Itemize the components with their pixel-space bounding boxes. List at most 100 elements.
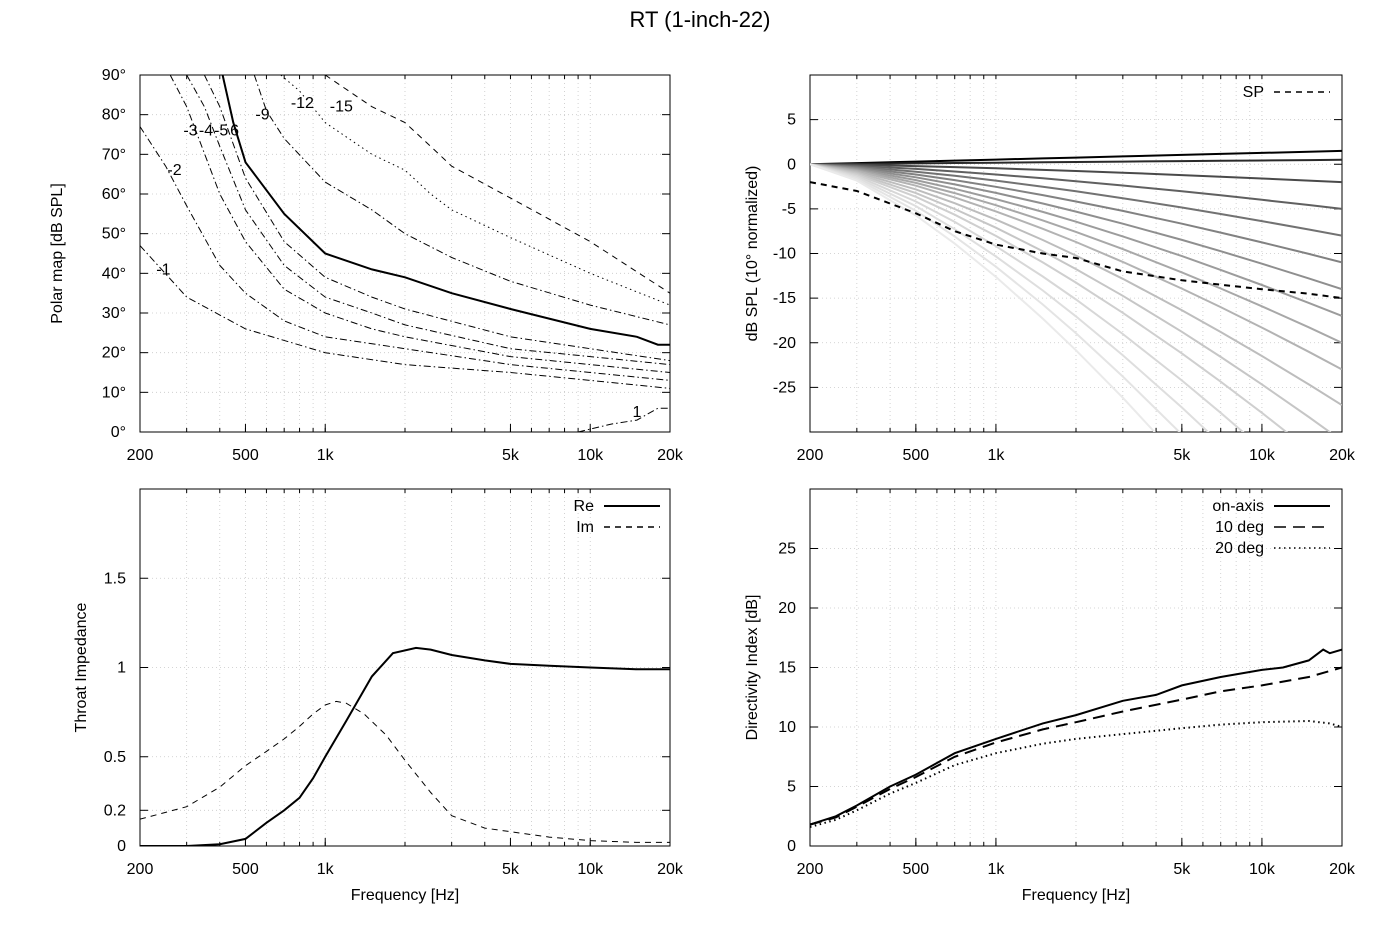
off-axis-response-line bbox=[810, 163, 1342, 407]
y-axis-label: dB SPL (10° normalized) bbox=[744, 166, 761, 342]
y-tick-label: -15 bbox=[773, 290, 796, 307]
directivity-index-chart: 200 500 1k 5k 10k 20k 0 5 10 15 20 25 Frequency [Hz]… bbox=[744, 488, 1356, 904]
y-tick-label: 60° bbox=[102, 186, 126, 203]
contour-line bbox=[577, 407, 670, 432]
y-tick-label: 1 bbox=[117, 660, 126, 677]
y-tick-label: 5 bbox=[787, 112, 796, 129]
y-tick-label: 0.2 bbox=[104, 802, 126, 819]
x-tick-label: 20k bbox=[1329, 861, 1356, 878]
y-tick-label: 80° bbox=[102, 107, 126, 124]
y-tick-label: 20 bbox=[778, 600, 796, 617]
y-tick-label: 25 bbox=[778, 541, 796, 558]
off-axis-response-line bbox=[810, 163, 1181, 432]
y-tick-label: 10° bbox=[102, 384, 126, 401]
y-tick-label: 15 bbox=[778, 660, 796, 677]
contour-label: -4 bbox=[199, 123, 213, 140]
off-axis-response-line bbox=[810, 163, 1342, 344]
x-tick-label: 5k bbox=[1173, 861, 1191, 878]
x-tick-label: 20k bbox=[657, 447, 684, 464]
x-tick-label: 5k bbox=[502, 861, 520, 878]
spl-normalized-chart: 200 500 1k 5k 10k 20k 5 0 -5 -10 -15 -20 -25 dB SPL (… bbox=[744, 74, 1356, 464]
off-axis-response-line bbox=[810, 163, 1342, 317]
directivity-index-line bbox=[810, 648, 1342, 826]
x-tick-label: 200 bbox=[797, 861, 824, 878]
x-tick-label: 10k bbox=[577, 861, 604, 878]
re-impedance-line bbox=[140, 646, 670, 846]
legend-label: Im bbox=[576, 519, 594, 536]
y-tick-label: 40° bbox=[102, 265, 126, 282]
grid bbox=[810, 489, 1342, 846]
legend-label: SP bbox=[1243, 84, 1264, 101]
figure-title: RT (1-inch-22) bbox=[629, 7, 770, 32]
x-tick-label: 500 bbox=[903, 447, 930, 464]
contour-label: 1 bbox=[632, 404, 641, 421]
im-impedance-line bbox=[140, 700, 670, 843]
x-axis-label: Frequency [Hz] bbox=[1022, 887, 1130, 904]
y-axis-label: Directivity Index [dB] bbox=[744, 595, 761, 741]
grid bbox=[810, 75, 1342, 432]
contour-label: -3 bbox=[183, 123, 197, 140]
y-tick-label: 50° bbox=[102, 226, 126, 243]
off-axis-response-line bbox=[810, 163, 1288, 432]
y-tick-label: 20° bbox=[102, 345, 126, 362]
off-axis-response-line bbox=[810, 163, 1342, 291]
x-tick-label: 10k bbox=[1249, 447, 1276, 464]
contour-label: -12 bbox=[291, 95, 314, 112]
off-axis-response-line bbox=[810, 163, 1342, 371]
y-tick-label: 0 bbox=[787, 156, 796, 173]
off-axis-response-line bbox=[810, 163, 1342, 184]
legend-label: 10 deg bbox=[1215, 519, 1264, 536]
y-axis-label: Throat Impedance bbox=[73, 602, 90, 732]
x-tick-label: 10k bbox=[1249, 861, 1276, 878]
y-tick-label: -10 bbox=[773, 246, 796, 263]
contour-line bbox=[203, 75, 670, 362]
y-tick-label: 70° bbox=[102, 146, 126, 163]
throat-impedance-chart: 200 500 1k 5k 10k 20k 0 0.2 0.5 1 1.5 Frequency [Hz… bbox=[73, 488, 684, 904]
y-tick-label: 1.5 bbox=[104, 570, 126, 587]
legend-label: on-axis bbox=[1212, 498, 1264, 515]
directivity-index-line bbox=[810, 719, 1342, 828]
contour-label: -1 bbox=[156, 261, 170, 278]
y-tick-label: 0° bbox=[111, 424, 126, 441]
sound-power-line bbox=[810, 181, 1342, 300]
contour-label: -9 bbox=[255, 107, 269, 124]
off-axis-response-line bbox=[810, 158, 1342, 166]
y-tick-label: -20 bbox=[773, 335, 796, 352]
contour-label: 6 bbox=[230, 123, 239, 140]
x-tick-label: 200 bbox=[127, 861, 154, 878]
polar-map-chart: 200 500 1k 5k 10k 20k 0° 10° 20° 30° 40° 50° 60° 70° 8… bbox=[49, 67, 684, 464]
x-tick-label: 500 bbox=[232, 447, 259, 464]
x-tick-label: 1k bbox=[317, 861, 335, 878]
y-tick-label: 10 bbox=[778, 719, 796, 736]
contour-line bbox=[140, 126, 670, 381]
off-axis-response-line bbox=[810, 163, 1156, 432]
x-tick-label: 1k bbox=[987, 861, 1005, 878]
x-tick-label: 5k bbox=[502, 447, 520, 464]
y-tick-label: -5 bbox=[782, 201, 796, 218]
grid bbox=[140, 489, 670, 846]
x-tick-label: 5k bbox=[1173, 447, 1191, 464]
contour-label: -5 bbox=[214, 123, 228, 140]
x-axis-label: Frequency [Hz] bbox=[351, 887, 459, 904]
directivity-index-line bbox=[810, 666, 1342, 826]
contour-line bbox=[169, 75, 670, 373]
y-axis-label: Polar map [dB SPL] bbox=[49, 183, 66, 324]
legend-label: Re bbox=[574, 498, 595, 515]
plot-area bbox=[140, 646, 670, 846]
off-axis-response-line bbox=[810, 163, 1342, 237]
off-axis-response-line bbox=[810, 163, 1342, 264]
off-axis-response-line bbox=[810, 149, 1342, 166]
contour-line bbox=[221, 75, 670, 346]
legend-label: 20 deg bbox=[1215, 540, 1264, 557]
contour-line bbox=[186, 75, 670, 366]
x-tick-label: 10k bbox=[577, 447, 604, 464]
y-tick-label: 30° bbox=[102, 305, 126, 322]
y-tick-label: 5 bbox=[787, 779, 796, 796]
y-tick-label: 0 bbox=[787, 838, 796, 855]
y-tick-label: 90° bbox=[102, 67, 126, 84]
plot-area bbox=[810, 149, 1342, 432]
plot-area bbox=[140, 75, 670, 432]
x-tick-label: 1k bbox=[987, 447, 1005, 464]
contour-line bbox=[253, 75, 670, 326]
